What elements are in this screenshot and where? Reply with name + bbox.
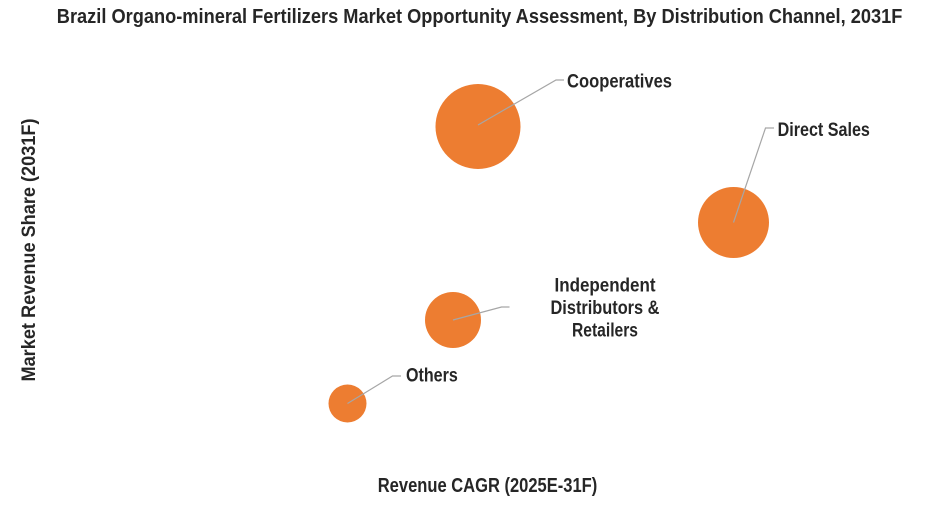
svg-text:Others: Others xyxy=(406,366,458,387)
svg-text:Distributors &: Distributors & xyxy=(551,298,660,319)
svg-text:Revenue CAGR (2025E-31F): Revenue CAGR (2025E-31F) xyxy=(378,474,598,497)
svg-text:Direct Sales: Direct Sales xyxy=(778,120,870,141)
svg-text:Brazil Organo-mineral Fertiliz: Brazil Organo-mineral Fertilizers Market… xyxy=(57,6,903,28)
svg-text:Cooperatives: Cooperatives xyxy=(567,71,672,92)
svg-text:Independent: Independent xyxy=(555,275,657,296)
svg-text:Retailers: Retailers xyxy=(572,321,638,342)
svg-text:Market Revenue Share (2031F): Market Revenue Share (2031F) xyxy=(19,119,40,382)
